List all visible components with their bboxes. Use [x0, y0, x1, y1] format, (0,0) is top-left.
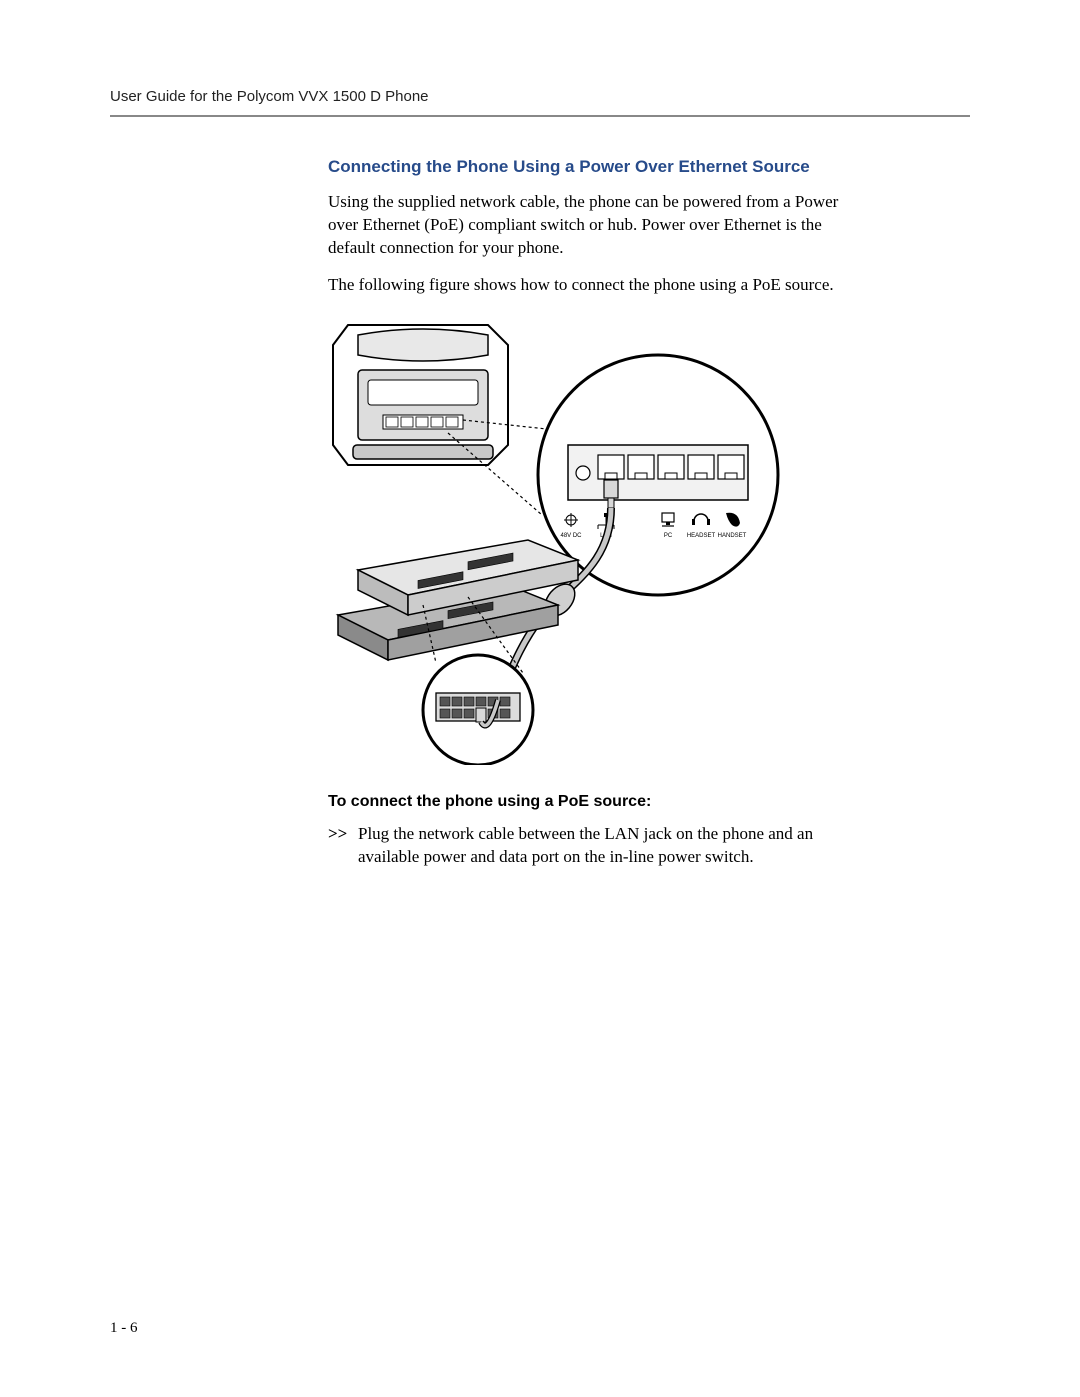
body-content: Connecting the Phone Using a Power Over … [328, 157, 868, 869]
connection-diagram: 48V DC LAN PC HEADSET HANDSET [328, 315, 788, 765]
port-label: PC [664, 533, 673, 539]
port-label: HEADSET [687, 533, 716, 539]
document-page: User Guide for the Polycom VVX 1500 D Ph… [0, 0, 1080, 1397]
running-header: User Guide for the Polycom VVX 1500 D Ph… [110, 88, 970, 117]
diagram-svg: 48V DC LAN PC HEADSET HANDSET [328, 315, 788, 765]
paragraph-1: Using the supplied network cable, the ph… [328, 191, 868, 260]
paragraph-2: The following figure shows how to connec… [328, 274, 868, 297]
port-label: 48V DC [560, 533, 582, 539]
phone-base-icon [333, 325, 508, 465]
page-number: 1 - 6 [110, 1320, 138, 1337]
section-heading: Connecting the Phone Using a Power Over … [328, 157, 868, 177]
network-switch-icon [338, 540, 578, 660]
subsection-heading: To connect the phone using a PoE source: [328, 793, 868, 811]
step-marker: >> [328, 823, 358, 869]
switch-port-magnifier-icon [423, 655, 533, 765]
instruction-step: >> Plug the network cable between the LA… [328, 823, 868, 869]
step-text: Plug the network cable between the LAN j… [358, 823, 868, 869]
port-label: HANDSET [718, 533, 747, 539]
